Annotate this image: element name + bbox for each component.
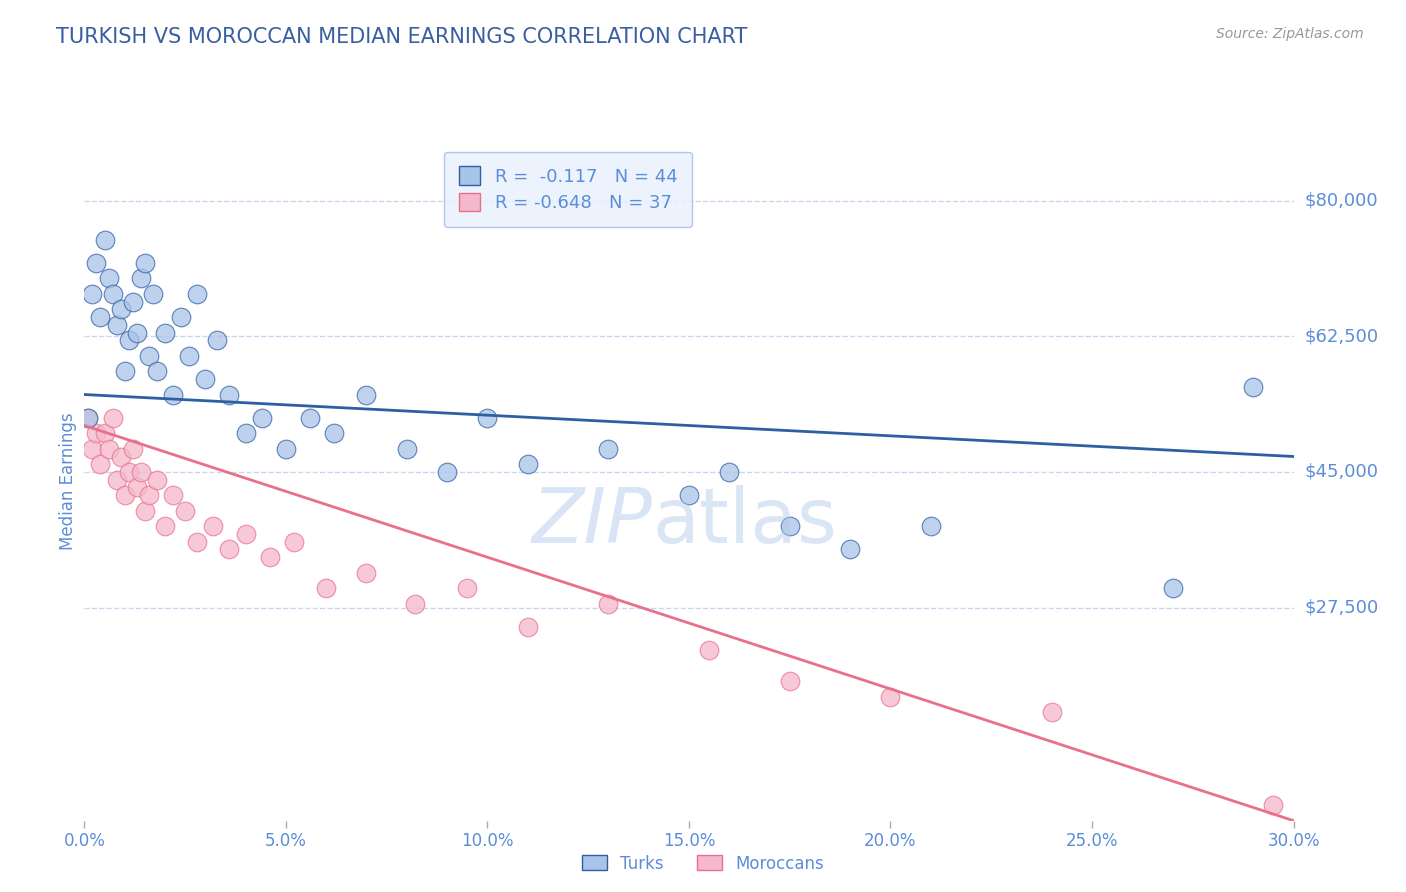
Text: $80,000: $80,000 (1305, 192, 1378, 210)
Point (404, 597, 426, 611)
Point (1263, 798, 1285, 813)
Point (598, 442, 620, 456)
Point (174, 504, 197, 518)
Point (114, 488, 136, 502)
Point (202, 519, 225, 533)
Point (77, 410, 100, 425)
Point (93, 233, 115, 247)
Point (395, 442, 418, 456)
Point (218, 387, 240, 401)
Point (82, 286, 104, 301)
Point (162, 387, 184, 401)
Point (323, 426, 346, 441)
Point (315, 581, 337, 595)
Point (134, 504, 156, 518)
Point (153, 519, 176, 533)
Point (299, 410, 322, 425)
Point (879, 690, 901, 704)
Point (162, 488, 184, 502)
Point (678, 488, 700, 502)
Point (125, 326, 148, 340)
Point (207, 333, 229, 347)
Point (516, 457, 538, 471)
Point (86, 426, 108, 441)
Text: $45,000: $45,000 (1305, 463, 1379, 481)
Point (110, 450, 132, 464)
Point (779, 674, 801, 689)
Point (86, 256, 108, 270)
Point (142, 286, 165, 301)
Point (1040, 705, 1063, 719)
Text: ZIP: ZIP (531, 485, 652, 559)
Point (105, 473, 128, 487)
Point (218, 542, 240, 557)
Point (235, 426, 257, 441)
Point (259, 550, 281, 565)
Point (82, 442, 104, 456)
Point (89, 457, 111, 471)
Point (250, 410, 273, 425)
Point (146, 364, 169, 378)
Point (114, 364, 136, 378)
Point (110, 302, 132, 317)
Point (93, 426, 115, 441)
Point (516, 620, 538, 634)
Text: atlas: atlas (652, 485, 838, 559)
Point (77, 410, 100, 425)
Point (456, 581, 478, 595)
Point (138, 349, 160, 363)
Text: $27,500: $27,500 (1305, 599, 1379, 616)
Point (121, 442, 143, 456)
Point (839, 542, 862, 557)
Point (97, 271, 120, 285)
Y-axis label: Median Earnings: Median Earnings (59, 413, 77, 550)
Point (1241, 380, 1264, 394)
Point (356, 566, 378, 580)
Point (170, 310, 193, 324)
Point (697, 643, 720, 657)
Point (121, 294, 143, 309)
Point (138, 488, 160, 502)
Point (186, 534, 208, 549)
Point (118, 333, 141, 347)
Point (718, 465, 741, 479)
Point (129, 271, 152, 285)
Point (436, 465, 458, 479)
Point (179, 349, 201, 363)
Point (779, 519, 801, 533)
Point (125, 481, 148, 495)
Point (356, 387, 378, 401)
Text: TURKISH VS MOROCCAN MEDIAN EARNINGS CORRELATION CHART: TURKISH VS MOROCCAN MEDIAN EARNINGS CORR… (56, 27, 748, 46)
Point (186, 286, 208, 301)
Point (1161, 581, 1184, 595)
Point (598, 597, 620, 611)
Legend: Turks, Moroccans: Turks, Moroccans (575, 848, 831, 880)
Point (101, 410, 124, 425)
Point (105, 318, 128, 332)
Point (118, 465, 141, 479)
Point (235, 527, 257, 541)
Point (153, 326, 176, 340)
Point (920, 519, 942, 533)
Point (146, 473, 169, 487)
Legend: R =  -0.117   N = 44, R = -0.648   N = 37: R = -0.117 N = 44, R = -0.648 N = 37 (444, 152, 692, 227)
Point (477, 410, 499, 425)
Point (129, 465, 152, 479)
Point (89, 310, 111, 324)
Point (97, 442, 120, 456)
Point (134, 256, 156, 270)
Point (194, 372, 217, 386)
Point (283, 534, 305, 549)
Text: Source: ZipAtlas.com: Source: ZipAtlas.com (1216, 27, 1364, 41)
Point (274, 442, 297, 456)
Text: $62,500: $62,500 (1305, 327, 1379, 345)
Point (101, 286, 124, 301)
